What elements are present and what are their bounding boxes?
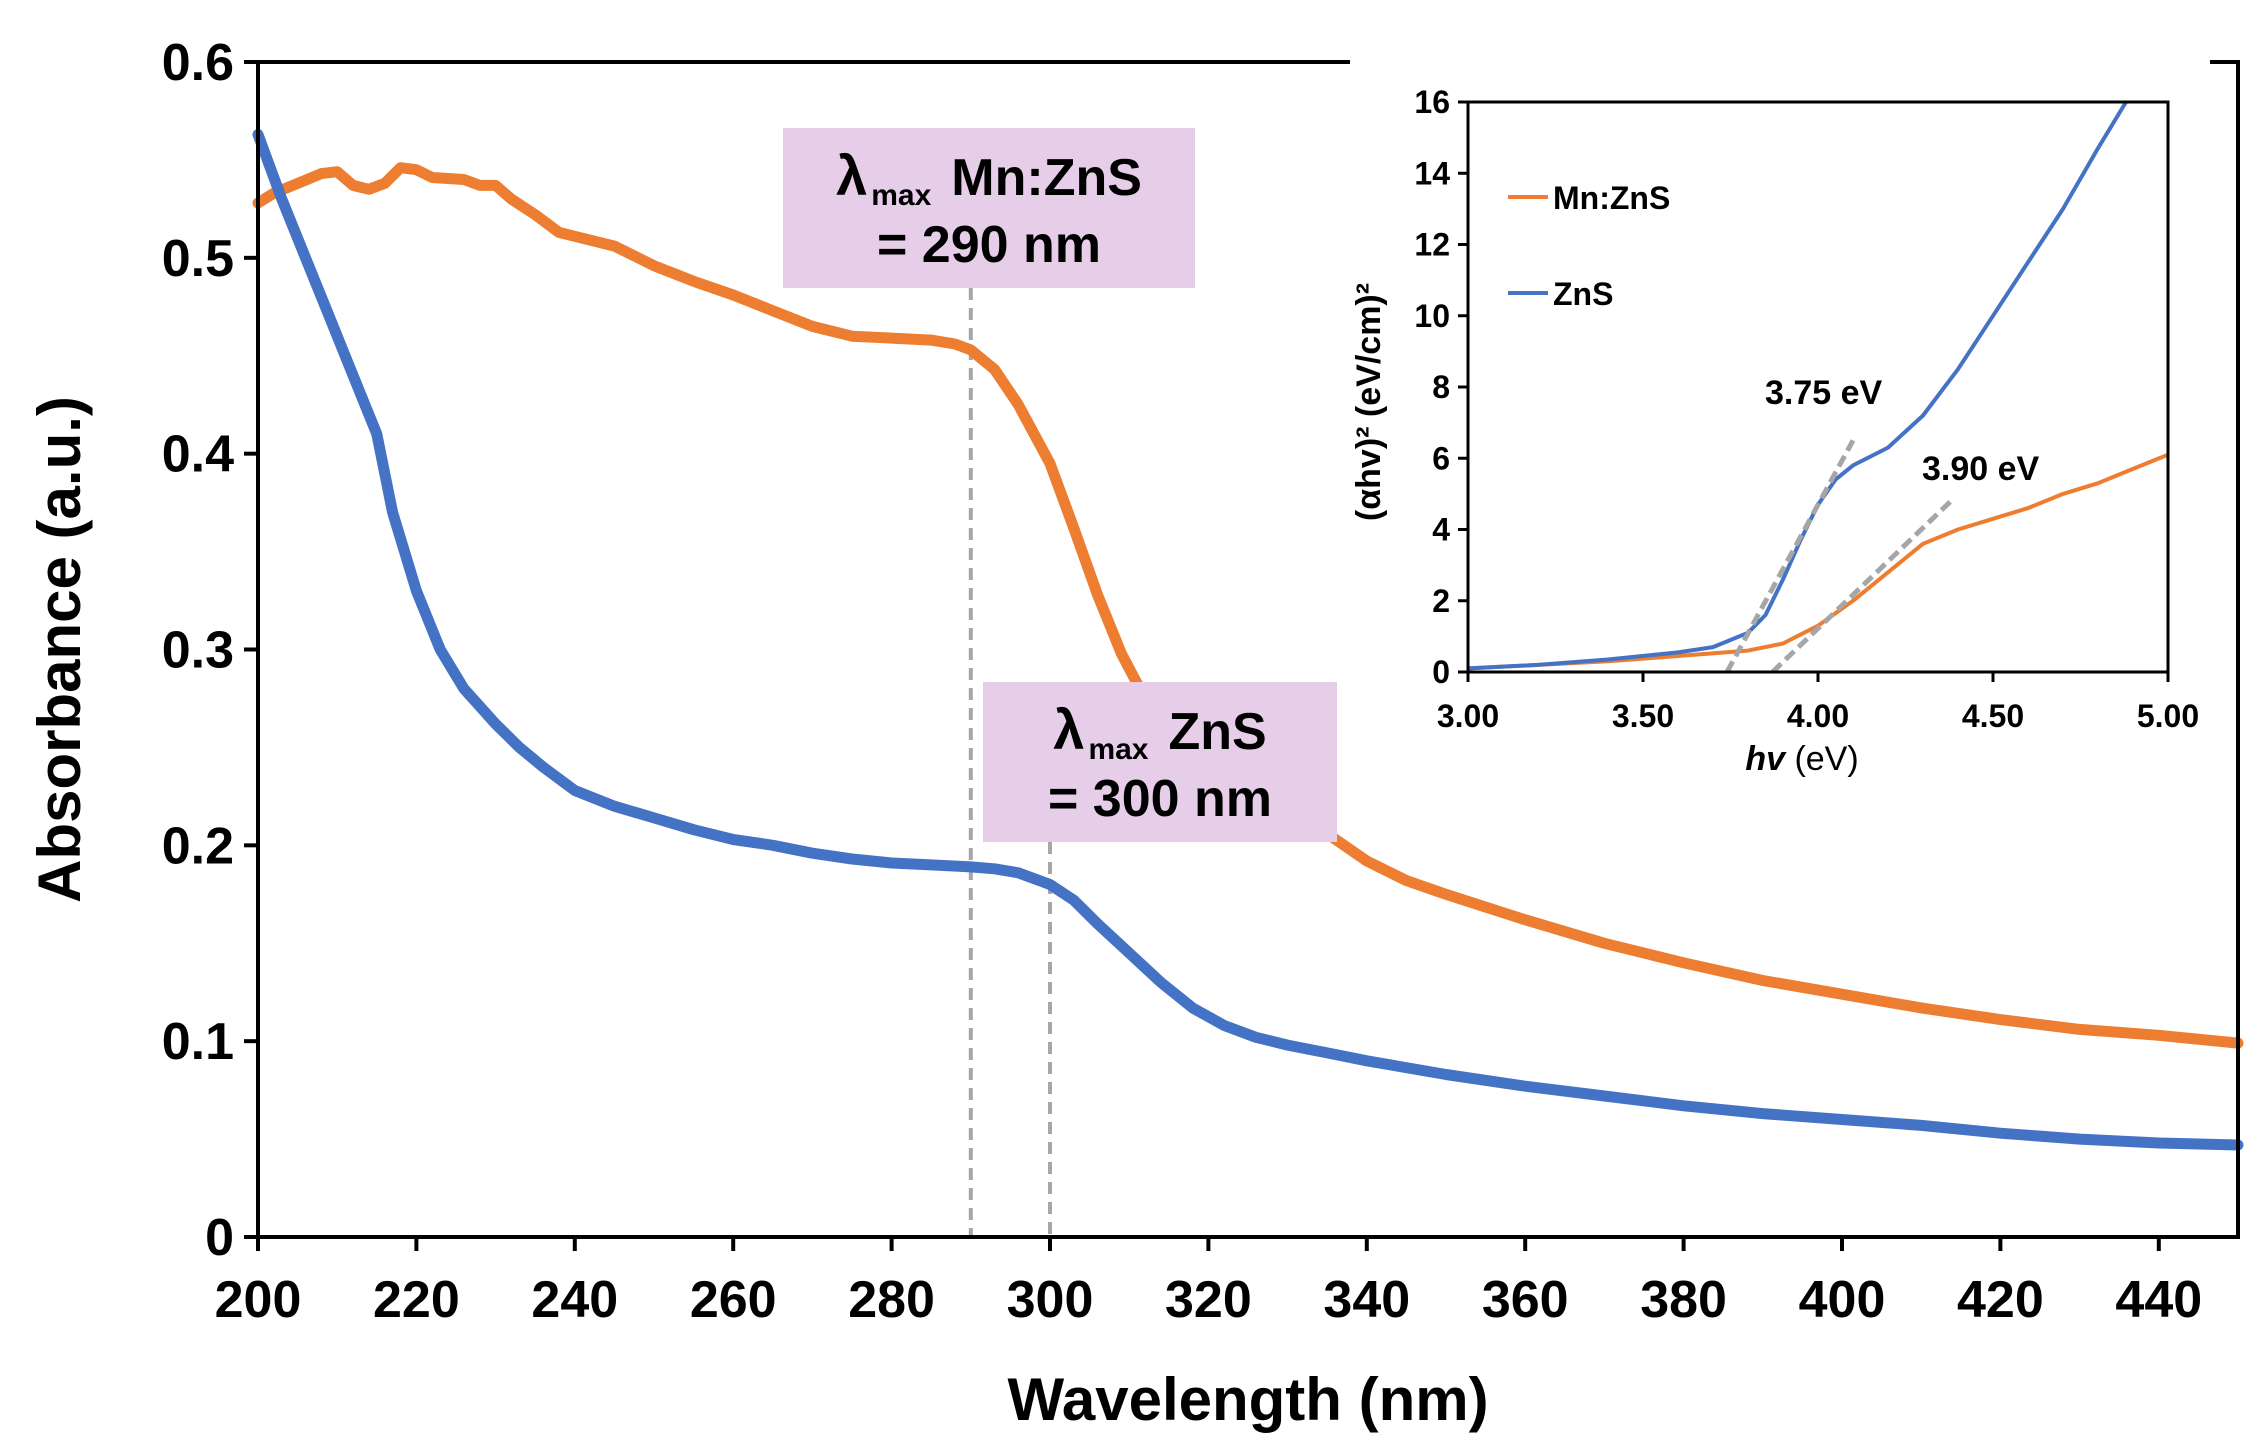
main-series-group bbox=[252, 129, 2244, 1151]
callout-mnzns-label: Mn:ZnS bbox=[951, 149, 1142, 207]
series-line-mnzns bbox=[252, 162, 2244, 1049]
main-y-tick-label: 0.5 bbox=[162, 230, 234, 288]
legend-label-zns: ZnS bbox=[1553, 276, 1613, 312]
tangent-zns bbox=[1724, 439, 1856, 674]
main-x-tick-label: 260 bbox=[690, 1271, 777, 1329]
main-x-tick-label: 200 bbox=[215, 1271, 302, 1329]
main-x-tick-label: 440 bbox=[2115, 1271, 2202, 1329]
inset-plot: 3.00 3.50 4.00 4.50 5.00 0 2 4 6 8 10 12 14 16 hv (e… bbox=[1350, 60, 2210, 790]
main-y-tick-label: 0.4 bbox=[162, 426, 234, 484]
callout-zns-subscript: max bbox=[1088, 733, 1148, 766]
main-y-ticks: 0 0.1 0.2 0.3 0.4 0.5 0.6 bbox=[162, 34, 258, 1267]
inset-legend: Mn:ZnS ZnS bbox=[1508, 180, 1670, 312]
inset-x-tick-label: 4.50 bbox=[1962, 698, 2024, 734]
inset-y-tick-label: 4 bbox=[1432, 512, 1450, 548]
main-y-tick-label: 0.3 bbox=[162, 622, 234, 680]
inset-y-ticks: 0 2 4 6 8 10 12 14 16 bbox=[1414, 84, 1468, 690]
main-x-tick-label: 300 bbox=[1007, 1271, 1094, 1329]
inset-y-tick-label: 10 bbox=[1414, 298, 1450, 334]
main-x-tick-label: 380 bbox=[1640, 1271, 1727, 1329]
main-y-axis-label: Absorbance (a.u.) bbox=[26, 396, 93, 903]
inset-x-axis-label: hv (eV) bbox=[1745, 740, 1858, 778]
callout-mnzns-value: = 290 nm bbox=[877, 216, 1101, 274]
main-x-tick-label: 320 bbox=[1165, 1271, 1252, 1329]
inset-x-ticks: 3.00 3.50 4.00 4.50 5.00 bbox=[1437, 672, 2199, 734]
inset-x-axis-label-rest: (eV) bbox=[1785, 740, 1859, 778]
callout-mnzns-box bbox=[783, 128, 1195, 288]
inset-background bbox=[1350, 60, 2210, 790]
bandgap-zns-label: 3.75 eV bbox=[1765, 374, 1883, 412]
main-x-ticks: 200 220 240 260 280 300 320 340 360 380 400 420 440 bbox=[215, 1237, 2202, 1329]
inset-y-axis-label: (αhv)² (eV/cm)² bbox=[1350, 283, 1388, 521]
callout-mnzns-symbol: λ bbox=[836, 144, 867, 207]
tangent-mnzns bbox=[1770, 499, 1953, 674]
series-line-zns bbox=[252, 129, 2244, 1151]
main-x-tick-label: 360 bbox=[1482, 1271, 1569, 1329]
inset-y-tick-label: 0 bbox=[1432, 654, 1450, 690]
lambda-max-markers bbox=[968, 288, 1052, 1237]
main-plot: 200 220 240 260 280 300 320 340 360 380 400 420 440 … bbox=[26, 34, 2244, 1433]
inset-y-tick-label: 12 bbox=[1414, 227, 1450, 263]
inset-x-tick-label: 3.00 bbox=[1437, 698, 1499, 734]
callout-zns-value: = 300 nm bbox=[1048, 770, 1272, 828]
callout-zns-box bbox=[983, 682, 1337, 842]
callout-mnzns-subscript: max bbox=[871, 179, 931, 212]
inset-tangent-lines bbox=[1724, 439, 1953, 674]
main-x-axis-label: Wavelength (nm) bbox=[1007, 1366, 1488, 1433]
callout-zns-line1: λ max ZnS bbox=[1053, 698, 1266, 766]
legend-label-mnzns: Mn:ZnS bbox=[1553, 180, 1670, 216]
bandgap-mnzns-label: 3.90 eV bbox=[1922, 450, 2040, 488]
main-x-tick-label: 420 bbox=[1957, 1271, 2044, 1329]
callout-zns-symbol: λ bbox=[1053, 698, 1084, 761]
main-y-tick-label: 0 bbox=[205, 1209, 234, 1267]
inset-x-tick-label: 5.00 bbox=[2137, 698, 2199, 734]
callout-mnzns: λ max Mn:ZnS = 290 nm bbox=[783, 128, 1195, 288]
callout-zns: λ max ZnS = 300 nm bbox=[983, 682, 1337, 842]
callout-zns-label: ZnS bbox=[1168, 703, 1266, 761]
inset-y-tick-label: 8 bbox=[1432, 369, 1450, 405]
inset-x-axis-label-italic: hv bbox=[1745, 740, 1787, 778]
inset-y-tick-label: 6 bbox=[1432, 440, 1450, 476]
main-x-tick-label: 340 bbox=[1323, 1271, 1410, 1329]
main-x-tick-label: 280 bbox=[848, 1271, 935, 1329]
inset-y-tick-label: 16 bbox=[1414, 84, 1450, 120]
main-y-tick-label: 0.2 bbox=[162, 817, 234, 875]
inset-x-tick-label: 3.50 bbox=[1612, 698, 1674, 734]
main-y-tick-label: 0.6 bbox=[162, 34, 234, 92]
inset-y-tick-label: 14 bbox=[1414, 155, 1450, 191]
main-x-tick-label: 220 bbox=[373, 1271, 460, 1329]
inset-x-tick-label: 4.00 bbox=[1787, 698, 1849, 734]
callout-mnzns-line1: λ max Mn:ZnS bbox=[836, 144, 1142, 212]
inset-y-tick-label: 2 bbox=[1432, 583, 1450, 619]
main-y-tick-label: 0.1 bbox=[162, 1013, 234, 1071]
main-x-tick-label: 240 bbox=[531, 1271, 618, 1329]
inset-series-line-mnzns bbox=[1467, 452, 2169, 671]
main-x-tick-label: 400 bbox=[1799, 1271, 1886, 1329]
